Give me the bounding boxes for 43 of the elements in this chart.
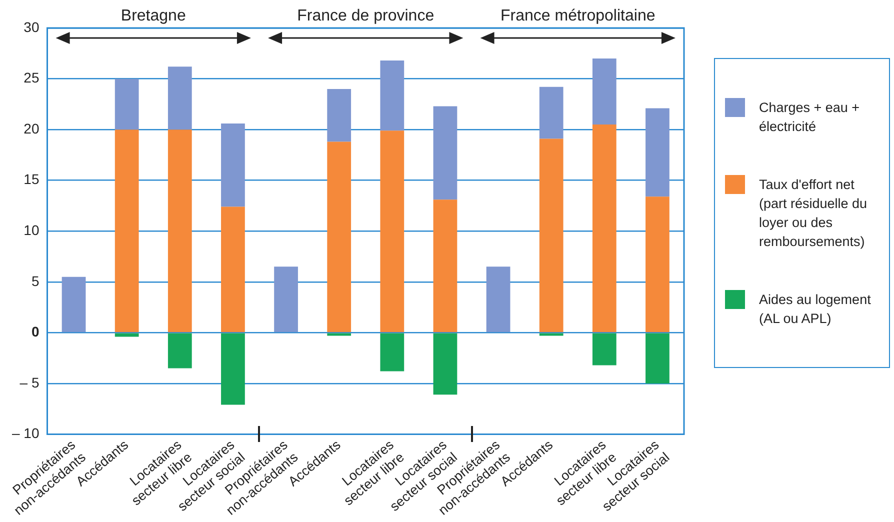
bar [433, 333, 458, 395]
bar [114, 130, 139, 332]
text: France métropolitaine [500, 7, 656, 24]
bar [592, 124, 616, 332]
bar [327, 142, 352, 332]
y-tick-label: 30 [24, 18, 40, 35]
bar [380, 333, 404, 372]
bar [646, 196, 670, 332]
bar [539, 86, 564, 139]
y-tick-label: – 10 [12, 425, 40, 442]
bar [168, 130, 192, 332]
y-tick-label: 15 [24, 171, 40, 188]
bar [380, 60, 404, 131]
y-tick-label: 20 [24, 120, 40, 136]
bar [221, 206, 245, 332]
bar [433, 200, 458, 332]
bar [327, 88, 352, 142]
y-tick-label: 5 [31, 272, 40, 289]
y-tick-label: – 5 [20, 374, 40, 390]
legend-label: Taux d'effort net (part résiduelle du loyer ou des remboursements) [759, 176, 868, 251]
bar [646, 333, 670, 384]
legend-label: Charges + eau + électricité [759, 99, 861, 136]
bar [221, 333, 245, 405]
bar [380, 130, 404, 332]
bar [646, 108, 670, 197]
text: France de province [297, 7, 434, 24]
legend-label: Aides au logement (AL ou APL) [759, 291, 872, 328]
bar [592, 58, 616, 124]
bar [539, 138, 564, 332]
bar [274, 266, 298, 332]
y-tick-label: 0 [31, 324, 40, 340]
bar [62, 276, 86, 332]
y-tick-label: 10 [24, 222, 40, 238]
bar [114, 78, 139, 130]
bar [168, 333, 192, 368]
bar [221, 123, 245, 207]
bar [592, 333, 616, 366]
text: Bretagne [120, 7, 186, 24]
bar [486, 266, 510, 332]
bar [433, 106, 458, 200]
bar [114, 333, 139, 337]
y-tick-label: 25 [24, 70, 40, 86]
bar [168, 66, 192, 130]
